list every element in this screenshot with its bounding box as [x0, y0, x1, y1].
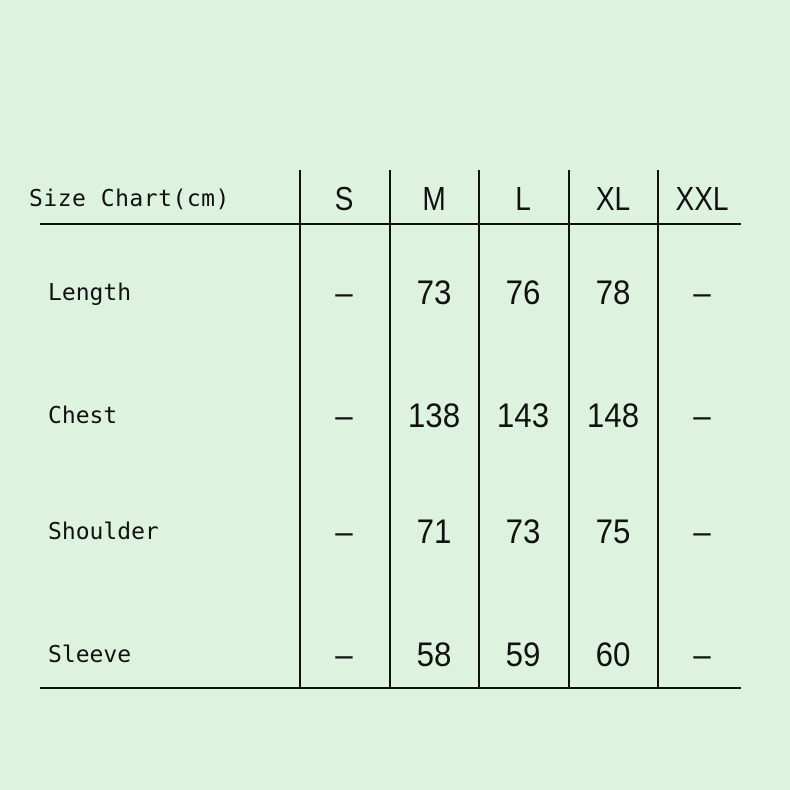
size-header: XXL [675, 180, 729, 217]
table-cell: 143 [496, 397, 550, 435]
column-divider [389, 170, 391, 688]
table-cell: – [693, 513, 711, 551]
table-cell: 148 [586, 397, 640, 435]
table-cell: – [335, 397, 353, 435]
column-divider [478, 170, 480, 688]
table-cell: 71 [416, 513, 452, 551]
table-cell: 73 [505, 513, 541, 551]
table-cell: – [693, 636, 711, 674]
table-cell: – [693, 397, 711, 435]
table-cell: 59 [505, 636, 541, 674]
table-cell: 78 [595, 274, 631, 312]
table-cell: 76 [505, 274, 541, 312]
table-title: Size Chart(cm) [29, 186, 230, 212]
table-cell: 73 [416, 274, 452, 312]
row-label: Shoulder [48, 519, 159, 545]
table-cell: 138 [407, 397, 461, 435]
table-cell: – [335, 513, 353, 551]
column-divider [568, 170, 570, 688]
size-header: L [515, 180, 531, 217]
row-label: Chest [48, 403, 118, 429]
table-cell: 60 [595, 636, 631, 674]
table-cell: 58 [416, 636, 452, 674]
table-cell: – [693, 274, 711, 312]
row-label: Sleeve [48, 642, 132, 668]
column-divider [299, 170, 301, 688]
column-divider [657, 170, 659, 688]
table-cell: – [335, 274, 353, 312]
table-cell: 75 [595, 513, 631, 551]
size-header: XL [595, 180, 631, 217]
bottom-border [40, 687, 741, 689]
header-divider [40, 223, 741, 225]
row-label: Length [48, 280, 132, 306]
table-cell: – [335, 636, 353, 674]
size-header: M [422, 180, 446, 217]
size-header: S [334, 180, 354, 217]
